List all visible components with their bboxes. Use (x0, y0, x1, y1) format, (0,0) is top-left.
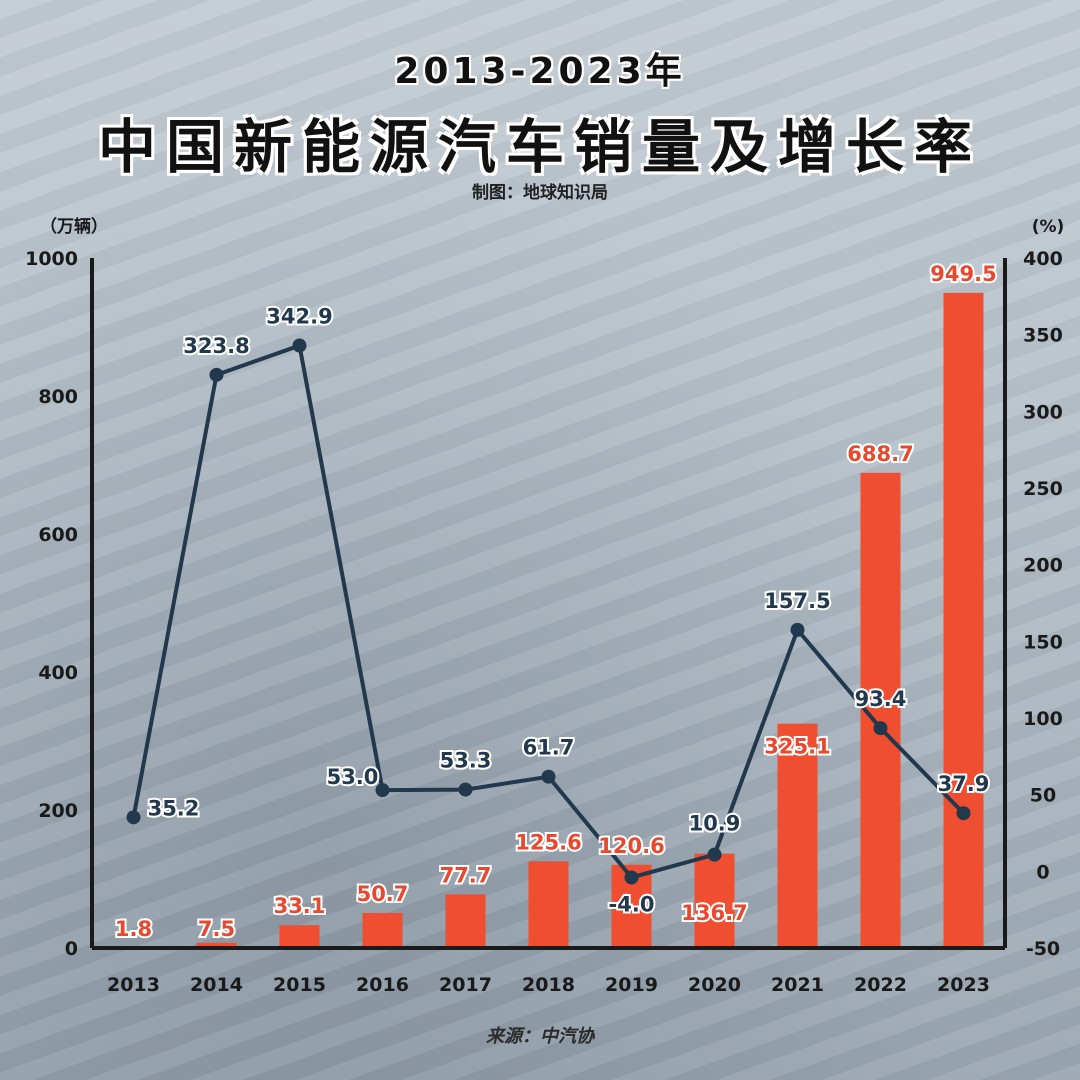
growth-rate-point (209, 367, 224, 382)
x-tick-label: 2016 (356, 974, 409, 996)
growth-rate-label: 37.9 (938, 772, 990, 796)
x-tick-label: 2022 (854, 974, 907, 996)
y-left-tick-label: 800 (38, 386, 78, 408)
bar (445, 894, 486, 948)
bar (196, 942, 237, 948)
growth-rate-label: 93.4 (855, 687, 907, 711)
bar-value-label: 949.5 (930, 262, 996, 286)
bar (694, 853, 735, 948)
y-right-tick-label: 0 (1036, 861, 1049, 883)
x-tick-label: 2013 (107, 974, 160, 996)
bar (777, 723, 818, 948)
x-tick-label: 2019 (605, 974, 658, 996)
y-right-tick-label: 350 (1023, 325, 1063, 347)
y-right-tick-label: 400 (1023, 248, 1063, 270)
x-tick-label: 2020 (688, 974, 741, 996)
growth-rate-point (292, 338, 307, 353)
growth-rate-label: 157.5 (764, 589, 830, 613)
chart-title: 中国新能源汽车销量及增长率 (97, 113, 982, 181)
y-left-tick-label: 600 (38, 524, 78, 546)
data-source: 来源：中汽协 (486, 1026, 594, 1047)
growth-rate-label: 35.2 (148, 796, 200, 820)
y-left-tick-label: 200 (38, 800, 78, 822)
growth-rate-label: 53.0 (327, 765, 379, 789)
growth-rate-point (541, 769, 556, 784)
growth-rate-label: -4.0 (609, 892, 655, 916)
y-right-tick-label: 300 (1023, 401, 1063, 423)
growth-rate-label: 61.7 (523, 736, 575, 760)
x-tick-label: 2015 (273, 974, 326, 996)
bar (943, 292, 984, 949)
growth-rate-point (790, 622, 805, 637)
growth-rate-point (873, 721, 888, 736)
bar (528, 861, 569, 948)
bar-value-label: 120.6 (598, 834, 664, 858)
chart-credit: 制图：地球知识局 (472, 183, 608, 203)
bar-value-label: 1.8 (115, 917, 152, 941)
bar-value-label: 688.7 (847, 442, 913, 466)
y-right-tick-label: -50 (1026, 938, 1060, 960)
bar-value-label: 136.7 (681, 901, 747, 925)
growth-rate-label: 53.3 (440, 749, 492, 773)
growth-rate-line (131, 343, 965, 880)
y-right-tick-label: 100 (1023, 708, 1063, 730)
bar (362, 913, 403, 948)
bar-value-label: 77.7 (440, 863, 492, 887)
growth-rate-point (458, 782, 473, 797)
bar-value-label: 50.7 (357, 882, 409, 906)
x-tick-label: 2023 (937, 974, 990, 996)
bar-value-label: 33.1 (274, 894, 326, 918)
growth-rate-point (375, 783, 390, 798)
x-tick-label: 2021 (771, 974, 824, 996)
y-left-tick-label: 400 (38, 662, 78, 684)
bar-value-label: 325.1 (764, 735, 830, 759)
bar-value-label: 7.5 (198, 917, 235, 941)
x-tick-label: 2014 (190, 974, 243, 996)
chart-title-year-range: 2013-2023年 (394, 51, 686, 92)
y-right-tick-label: 50 (1030, 785, 1056, 807)
growth-rate-point (707, 847, 722, 862)
growth-rate-label: 323.8 (183, 334, 249, 358)
bar (279, 925, 320, 948)
growth-rate-label: 342.9 (266, 305, 332, 329)
growth-rate-point (126, 810, 141, 825)
y-left-tick-label: 1000 (25, 248, 78, 270)
y-right-tick-label: 250 (1023, 478, 1063, 500)
bar-value-label: 125.6 (515, 830, 581, 854)
x-tick-label: 2018 (522, 974, 575, 996)
growth-rate-label: 10.9 (689, 812, 741, 836)
y-left-unit: （万辆） (40, 216, 108, 237)
y-right-tick-label: 200 (1023, 555, 1063, 577)
x-tick-label: 2017 (439, 974, 492, 996)
y-left-tick-label: 0 (65, 938, 78, 960)
growth-rate-point (956, 806, 971, 821)
y-right-unit: (%) (1032, 217, 1065, 237)
growth-rate-point (624, 870, 639, 885)
y-right-tick-label: 150 (1023, 631, 1063, 653)
